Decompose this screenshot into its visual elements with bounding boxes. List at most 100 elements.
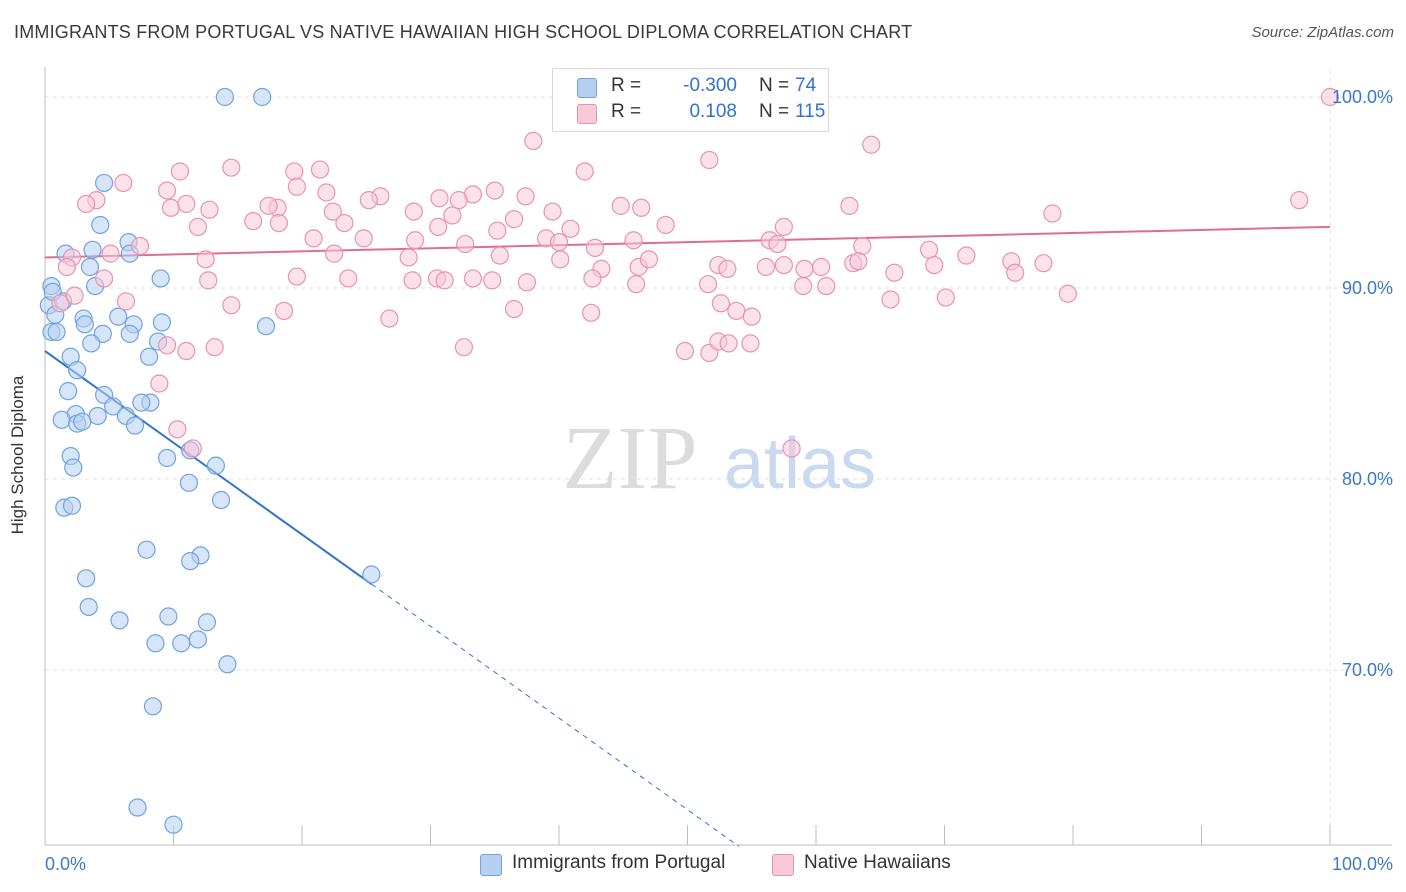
point-hawaiian [170,162,190,181]
point-portugal [211,490,231,510]
point-hawaiian [626,275,646,294]
point-hawaiian [516,187,535,206]
point-hawaiian [157,181,177,200]
point-hawaiian [719,334,738,353]
point-portugal [181,552,200,571]
series-label-hawaiian: Native Hawaiians [804,852,951,873]
legend-r-label: R = [611,101,642,122]
point-hawaiian [881,290,900,309]
point-portugal [79,597,98,617]
point-hawaiian [325,244,344,263]
point-hawaiian [543,202,562,221]
point-hawaiian [490,246,509,265]
y-tick-labels: 70.0% 80.0% 90.0% 100.0% [1332,87,1393,680]
point-hawaiian [582,303,601,322]
point-hawaiian [504,210,524,229]
point-hawaiian [504,299,524,319]
point-hawaiian [517,273,536,292]
point-hawaiian [456,234,475,254]
point-hawaiian [1034,254,1053,273]
point-hawaiian [1058,284,1077,303]
point-hawaiian [585,238,605,257]
point-portugal [80,257,100,277]
point-hawaiian [919,240,939,259]
point-hawaiian [177,194,196,214]
point-hawaiian [700,150,719,170]
point-hawaiian [885,263,904,282]
point-portugal [52,410,71,429]
legend-n-label: N = [759,75,790,96]
point-hawaiian [782,439,801,458]
point-hawaiian [718,259,737,278]
point-hawaiian [817,276,836,296]
point-hawaiian [177,341,196,361]
point-hawaiian [624,231,643,250]
point-hawaiian [403,271,422,290]
point-hawaiian [611,196,630,215]
point-portugal [179,473,199,492]
point-hawaiian [51,294,70,313]
point-portugal [73,412,92,431]
point-hawaiian [287,177,306,196]
point-hawaiian [65,286,84,305]
point-hawaiian [774,217,793,236]
point-hawaiian [101,244,120,263]
point-hawaiian [196,250,215,269]
point-hawaiian [116,292,136,311]
point-hawaiian [114,173,133,193]
point-hawaiian [768,234,787,254]
axes [44,67,1392,846]
watermark-zip: ZIP [563,409,698,508]
point-hawaiian [244,212,263,231]
point-portugal [215,87,234,107]
point-portugal [59,382,78,401]
point-hawaiian [430,189,449,208]
y-tick-label: 80.0% [1342,469,1393,489]
point-hawaiian [304,229,323,248]
point-hawaiian [222,296,241,315]
series-label-portugal: Immigrants from Portugal [512,852,726,873]
correlation-legend: R = -0.300 N = 74 R = 0.108 N = 115 [552,68,829,132]
point-hawaiian [130,236,150,256]
legend-n-value: 115 [795,101,826,122]
point-hawaiian [1006,263,1025,282]
point-hawaiian [483,271,502,290]
point-hawaiian [323,202,342,221]
point-hawaiian [936,288,955,307]
x-tick-label: 0.0% [45,854,86,874]
point-hawaiian [405,231,425,250]
point-portugal [75,315,94,334]
legend-swatch-portugal [577,78,597,98]
point-hawaiian [95,269,114,288]
point-portugal [91,215,110,235]
point-hawaiian [183,439,202,458]
point-hawaiian [698,275,718,294]
point-hawaiian [463,269,483,288]
point-portugal [197,613,217,632]
point-hawaiian [812,257,831,277]
point-hawaiian [756,257,775,277]
point-portugal [362,565,381,584]
point-hawaiian [77,194,96,214]
point-hawaiian [549,233,569,252]
point-portugal [146,634,165,653]
legend-n-value: 74 [795,75,817,96]
point-hawaiian [259,196,278,215]
point-hawaiian [774,255,793,275]
point-hawaiian [561,219,580,238]
point-portugal [139,347,159,366]
point-portugal [157,448,177,468]
point-portugal [137,540,156,559]
point-portugal [143,697,163,716]
point-hawaiian [1290,191,1309,210]
series-legend: Immigrants from Portugal Native Hawaiian… [0,852,1406,880]
point-hawaiian [269,213,288,233]
point-portugal [120,324,139,343]
legend-n-label: N = [759,101,790,122]
point-hawaiian [443,206,462,225]
trend-line-hawaiian [44,225,1331,259]
point-hawaiian [354,229,373,248]
point-hawaiian [57,257,76,277]
point-hawaiian [862,135,881,154]
legend-r-label: R = [611,75,642,96]
